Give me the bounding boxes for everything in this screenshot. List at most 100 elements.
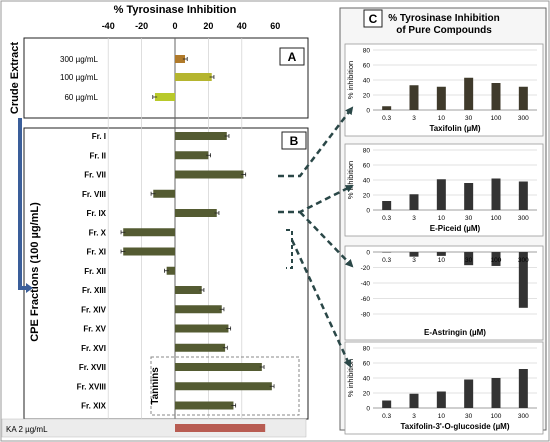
compound-x-label: Taxifolin (µM) xyxy=(429,124,480,133)
chart-box xyxy=(344,245,544,341)
x-tick-label: 0.3 xyxy=(382,413,391,420)
compound-bar xyxy=(464,183,474,210)
pure-compound-chart: 0 -20 -40 -60 -80 0.3 3 10 30 100 300 E-Astringin (… xyxy=(344,245,544,341)
compound-x-label: E-Astringin (µM) xyxy=(424,328,486,337)
compound-bar xyxy=(436,391,446,408)
ka-bar-group xyxy=(175,424,266,432)
fraction-bar xyxy=(123,228,175,237)
x-tick-label: 300 xyxy=(518,215,529,222)
x-tick-label: 300 xyxy=(518,413,529,420)
crude-to-fractions-arrow xyxy=(18,118,26,290)
compound-bar xyxy=(409,85,419,110)
fraction-category: Fr. XVIII xyxy=(77,382,106,391)
x-tick-label: 0 xyxy=(172,21,177,31)
x-tick-label: 300 xyxy=(518,257,529,264)
x-tick-label: 3 xyxy=(412,257,416,264)
fraction-category: Fr. XIV xyxy=(81,305,107,314)
compound-bar xyxy=(382,400,392,408)
fraction-category: Fr. I xyxy=(92,132,106,141)
y-tick-label: 60 xyxy=(363,63,371,70)
fraction-bar xyxy=(175,382,272,391)
fraction-category: Fr. XV xyxy=(83,325,106,334)
x-tick-label: 0.3 xyxy=(382,257,391,264)
compound-bar xyxy=(382,106,392,110)
x-tick-label: 3 xyxy=(412,413,416,420)
fraction-bar xyxy=(175,132,227,140)
y-tick-label: 0 xyxy=(366,406,370,413)
left-bars xyxy=(120,55,275,410)
x-tick-label: 30 xyxy=(465,215,473,222)
fraction-bar xyxy=(166,266,175,275)
y-tick-label: 0 xyxy=(366,250,370,257)
compound-bar xyxy=(491,83,501,110)
x-axis-tick-labels: -40 -20 0 20 40 60 xyxy=(102,21,281,31)
compound-bar xyxy=(436,179,446,210)
x-tick-label: 30 xyxy=(465,115,473,122)
compound-bar xyxy=(464,252,474,266)
panel-b-label-box xyxy=(281,131,307,150)
x-tick-label: -20 xyxy=(135,21,148,31)
y-tick-label: 80 xyxy=(363,346,371,353)
y-tick-label: -40 xyxy=(361,281,371,288)
compound-bar xyxy=(491,252,501,266)
compound-bar xyxy=(518,252,528,308)
y-tick-label: 20 xyxy=(363,93,371,100)
x-tick-label: 30 xyxy=(465,257,473,264)
compound-y-label: % inhibition xyxy=(346,61,355,99)
panel-a-label: A xyxy=(288,50,297,64)
fraction-bar xyxy=(175,305,222,314)
x-tick-label: 100 xyxy=(491,257,502,264)
y-tick-label: -60 xyxy=(361,296,371,303)
crude-extract-label: Crude Extract xyxy=(9,42,21,114)
chart-box xyxy=(344,341,544,435)
fraction-bar xyxy=(153,189,175,198)
compound-bar xyxy=(464,379,474,408)
compound-bar xyxy=(491,378,501,408)
fraction-bar xyxy=(175,343,226,352)
crude-extract-category: 300 µg/mL xyxy=(60,55,99,64)
fraction-bar xyxy=(175,401,234,410)
y-tick-label: -80 xyxy=(361,312,371,319)
y-tick-label: 40 xyxy=(363,376,371,383)
pure-compound-chart: 0 20 40 60 80 0.3 3 10 30 100 300 E-Piceid (µM) % in… xyxy=(344,143,544,237)
x-tick-label: 10 xyxy=(438,413,446,420)
x-tick-label: 3 xyxy=(412,215,416,222)
compound-y-label: % inhibition xyxy=(346,161,355,199)
left-gridlines xyxy=(107,38,243,419)
left-category-labels: 300 µg/mL 100 µg/mL 60 µg/mL Fr. I Fr. II Fr.… xyxy=(60,55,107,411)
arrow-to-glucoside xyxy=(290,239,352,368)
compound-bar xyxy=(382,252,392,253)
fraction-bar xyxy=(123,247,175,256)
y-tick-label: 80 xyxy=(363,148,371,155)
y-tick-label: 60 xyxy=(363,163,371,170)
x-tick-label: -40 xyxy=(102,21,115,31)
crude-extract-bar xyxy=(154,93,175,101)
crude-to-fractions-arrowhead xyxy=(26,283,33,293)
compound-bar xyxy=(382,201,392,210)
arrow-fr-ix-astringin xyxy=(299,211,354,268)
fraction-category: Fr. XII xyxy=(84,267,106,276)
compound-bar xyxy=(409,252,419,257)
compound-bar xyxy=(491,178,501,210)
compound-y-label: % inhibition xyxy=(346,359,355,397)
compound-x-label: E-Piceid (µM) xyxy=(430,224,481,233)
fraction-category: Fr. VIII xyxy=(82,190,106,199)
x-tick-label: 100 xyxy=(491,215,502,222)
x-tick-label: 300 xyxy=(518,115,529,122)
fraction-category: Fr. XVI xyxy=(81,344,106,353)
x-tick-label: 30 xyxy=(465,413,473,420)
panel-c-title-line1: % Tyrosinase Inhibition xyxy=(388,13,500,24)
fraction-category: Fr. VII xyxy=(84,171,106,180)
x-tick-label: 40 xyxy=(237,21,247,31)
x-tick-label: 100 xyxy=(491,413,502,420)
compound-bar xyxy=(464,77,474,110)
crude-extract-bar xyxy=(175,73,212,81)
panel-c-label-box xyxy=(363,9,383,28)
y-tick-label: -20 xyxy=(361,265,371,272)
y-tick-label: 80 xyxy=(363,48,371,55)
x-tick-label: 60 xyxy=(270,21,280,31)
cpe-fractions-label: CPE Fractions (100 µg/mL) xyxy=(29,202,41,342)
fraction-category: Fr. XI xyxy=(86,248,106,257)
